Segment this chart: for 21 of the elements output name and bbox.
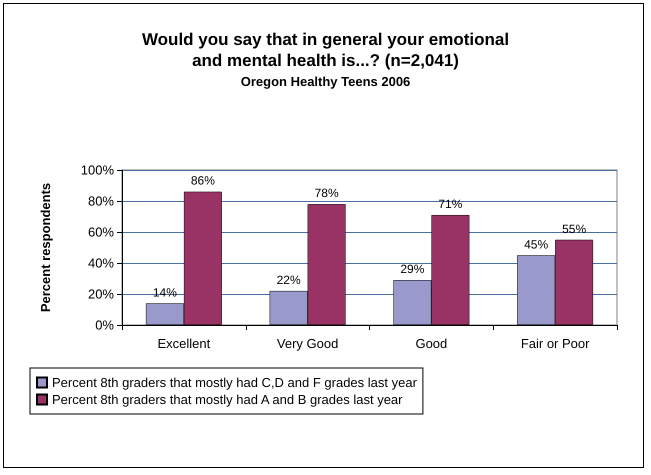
data-label: 29% (400, 262, 425, 276)
legend-label: Percent 8th graders that mostly had C,D and F grades last year (52, 375, 418, 390)
y-axis-title: Percent respondents (38, 182, 53, 312)
data-label: 78% (314, 186, 339, 200)
y-tick-label: 60% (88, 224, 114, 240)
chart-title: Would you say that in general your emotional and mental health is...? (n=2,041) (142, 30, 510, 70)
data-label: 86% (190, 174, 216, 188)
y-tick-label: 40% (88, 256, 114, 270)
y-tick-label: 100% (80, 162, 114, 178)
data-label: 22% (276, 272, 301, 287)
y-tick-label: 80% (88, 194, 114, 208)
x-tick-label: Excellent (158, 336, 211, 351)
data-label: 55% (562, 222, 586, 236)
x-tick-label: Good (415, 336, 448, 351)
legend-label: Percent 8th graders that mostly had A and B grades last year (52, 392, 404, 407)
x-tick-label: Very Good (276, 336, 338, 351)
chart-subtitle: Oregon Healthy Teens 2006 (240, 74, 410, 89)
data-label: 45% (524, 237, 548, 252)
y-tick-label: 20% (88, 286, 114, 302)
x-tick-label: Fair or Poor (520, 336, 590, 351)
y-tick-label: 0% (95, 318, 114, 332)
